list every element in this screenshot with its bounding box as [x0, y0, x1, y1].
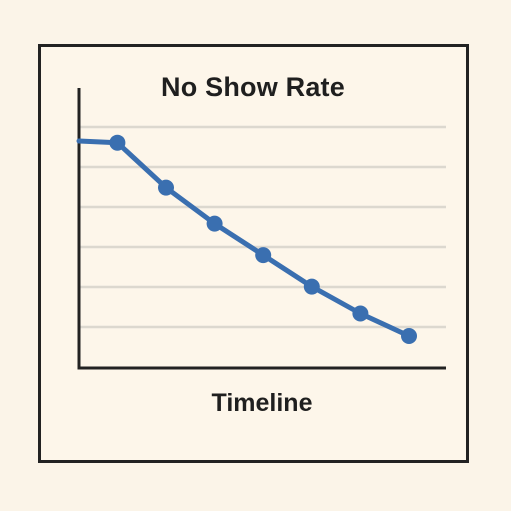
axes: [77, 88, 446, 370]
data-point-6: [352, 305, 369, 322]
x-axis-title: Timeline: [211, 389, 313, 417]
data-point-7: [401, 328, 417, 344]
chart-title: No Show Rate: [161, 72, 345, 102]
data-point-5: [303, 278, 320, 295]
data-point-4: [255, 247, 272, 264]
data-series: [76, 134, 417, 344]
chart-frame: [38, 44, 469, 463]
data-point-2: [158, 179, 174, 196]
data-point-3: [206, 215, 223, 232]
data-point-1: [109, 134, 126, 151]
series-line: [76, 138, 412, 339]
